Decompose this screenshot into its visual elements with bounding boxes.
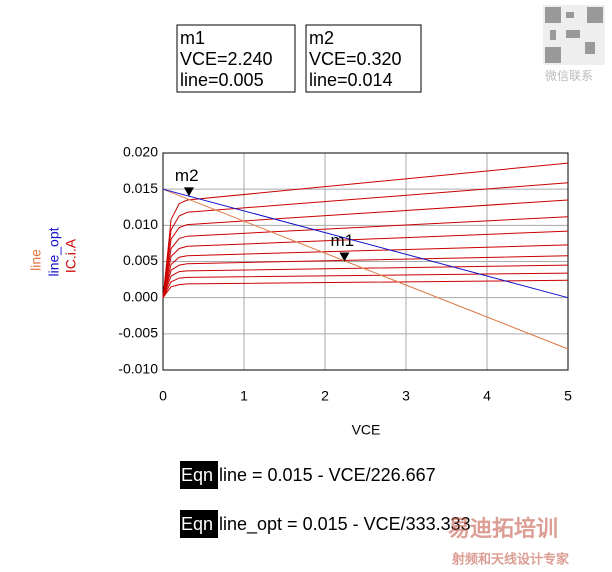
series-line	[162, 188, 569, 350]
marker-tag: m2	[175, 166, 199, 185]
x-tick-label: 1	[240, 388, 248, 404]
watermark: 易迪拓培训	[448, 516, 558, 541]
series-line	[162, 264, 569, 298]
marker-box	[305, 24, 422, 93]
x-tick-label: 4	[483, 388, 491, 404]
x-tick-label: 2	[321, 388, 329, 404]
eqn-tag-label: Eqn	[181, 514, 213, 534]
y-tick-label: -0.010	[118, 361, 158, 377]
y-tick-label: 0.005	[123, 252, 158, 268]
x-axis-label: VCE	[352, 422, 381, 438]
series-line	[162, 199, 569, 298]
series-line	[162, 216, 569, 298]
equation: line = 0.015 - VCE/226.667	[219, 465, 436, 485]
marker-box	[176, 24, 296, 93]
series-line	[162, 188, 569, 299]
marker-readout: line=0.005	[180, 70, 264, 90]
series-line	[162, 255, 569, 298]
y-tick-label: 0.000	[123, 288, 158, 304]
marker-readout: VCE=2.240	[180, 49, 273, 69]
series-line	[162, 182, 569, 298]
y-tick-label: 0.020	[123, 144, 158, 160]
x-tick-label: 0	[159, 388, 167, 404]
series-line	[162, 272, 569, 298]
watermark: 微信联系	[545, 69, 593, 83]
marker	[339, 252, 350, 262]
series-line	[162, 162, 569, 298]
y-tick-label: -0.005	[118, 325, 158, 341]
x-tick-label: 3	[402, 388, 410, 404]
eqn-tag-label: Eqn	[181, 465, 213, 485]
legend-entry: IC.i.A	[63, 238, 79, 273]
marker-readout: VCE=0.320	[309, 49, 402, 69]
plot-frame	[162, 152, 569, 371]
y-tick-label: 0.010	[123, 216, 158, 232]
equation: line_opt = 0.015 - VCE/333.333	[219, 514, 471, 535]
x-tick-label: 5	[564, 388, 572, 404]
watermark: 射频和天线设计专家	[451, 551, 570, 566]
legend-entry: line	[28, 249, 44, 271]
marker-label: m1	[180, 28, 205, 48]
marker-readout: line=0.014	[309, 70, 393, 90]
series-line	[162, 230, 569, 298]
series-line	[162, 244, 569, 298]
marker-label: m2	[309, 28, 334, 48]
eqn-tag	[180, 461, 218, 489]
qr-code	[543, 5, 605, 65]
series-line	[162, 279, 569, 298]
eqn-tag	[180, 510, 218, 538]
y-tick-label: 0.015	[123, 180, 158, 196]
marker	[183, 187, 194, 197]
marker-tag: m1	[330, 231, 354, 250]
legend-entry: line_opt	[46, 227, 62, 276]
